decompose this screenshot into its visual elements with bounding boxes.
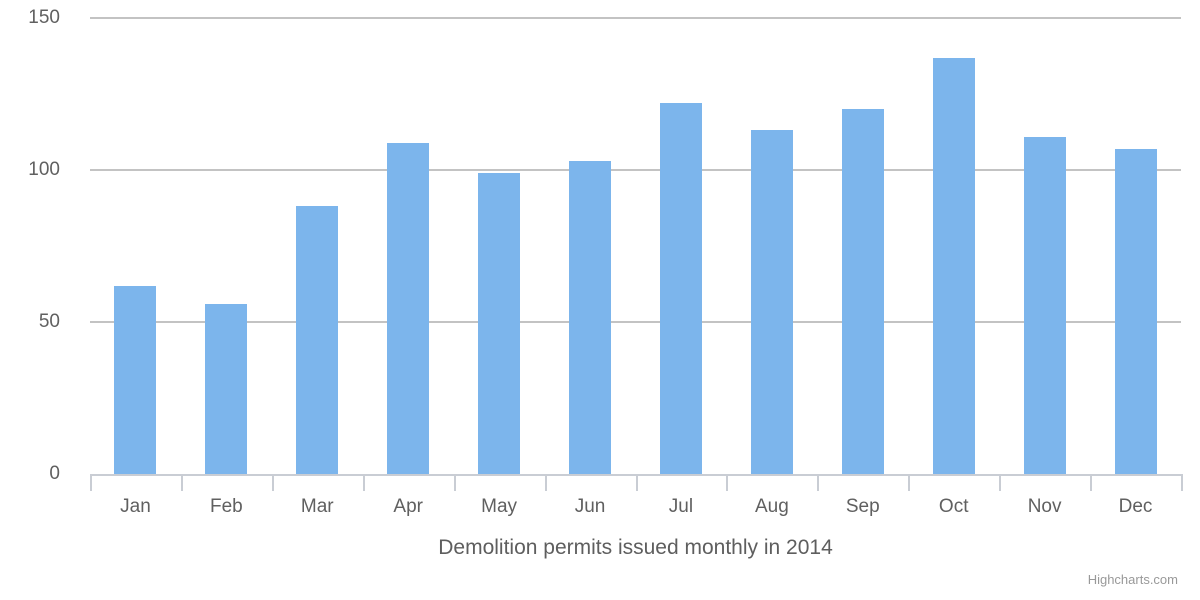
x-axis-tick <box>1090 474 1093 491</box>
bar-nov[interactable] <box>1023 136 1066 474</box>
x-axis-label-aug: Aug <box>754 496 789 517</box>
x-axis-tick <box>453 474 456 491</box>
x-axis-label-sep: Sep <box>845 496 880 517</box>
bar-jun[interactable] <box>569 160 612 474</box>
x-axis-label-nov: Nov <box>1027 496 1062 517</box>
bar-aug[interactable] <box>750 130 793 474</box>
x-axis-label-apr: Apr <box>393 496 423 517</box>
highcharts-credits-link[interactable]: Highcharts.com <box>1087 572 1178 587</box>
x-axis-label-jul: Jul <box>668 496 694 517</box>
x-axis-tick <box>271 474 274 491</box>
gridline-150 <box>90 17 1181 19</box>
x-axis-label-jan: Jan <box>120 496 151 517</box>
gridline-50 <box>90 321 1181 323</box>
bar-feb[interactable] <box>205 303 248 474</box>
x-axis-label-dec: Dec <box>1118 496 1153 517</box>
bar-apr[interactable] <box>387 142 430 474</box>
x-axis-tick <box>908 474 911 491</box>
x-axis-tick <box>999 474 1002 491</box>
bar-jul[interactable] <box>659 103 702 474</box>
y-axis-label-50: 50 <box>38 311 60 332</box>
bar-mar[interactable] <box>296 206 339 474</box>
x-axis-label-mar: Mar <box>300 496 334 517</box>
bar-dec[interactable] <box>1114 148 1157 474</box>
gridline-100 <box>90 169 1181 171</box>
x-axis-tick <box>90 474 92 491</box>
x-axis-label-oct: Oct <box>938 496 969 517</box>
y-axis-label-0: 0 <box>49 463 60 484</box>
bar-oct[interactable] <box>932 57 975 474</box>
x-axis-label-may: May <box>481 496 518 517</box>
x-axis-tick <box>817 474 820 491</box>
y-axis-label-100: 100 <box>28 159 60 180</box>
x-axis-tick <box>1181 474 1183 491</box>
x-axis-label-feb: Feb <box>209 496 243 517</box>
x-axis-tick <box>635 474 638 491</box>
x-axis-tick <box>726 474 729 491</box>
x-axis-tick <box>362 474 365 491</box>
x-axis-tick <box>544 474 547 491</box>
bar-may[interactable] <box>478 173 521 474</box>
bar-jan[interactable] <box>114 285 157 474</box>
chart-title: Demolition permits issued monthly in 201… <box>438 536 833 559</box>
y-axis-label-150: 150 <box>28 7 60 28</box>
bar-sep[interactable] <box>841 109 884 474</box>
x-axis-tick <box>180 474 183 491</box>
x-axis-label-jun: Jun <box>574 496 606 517</box>
